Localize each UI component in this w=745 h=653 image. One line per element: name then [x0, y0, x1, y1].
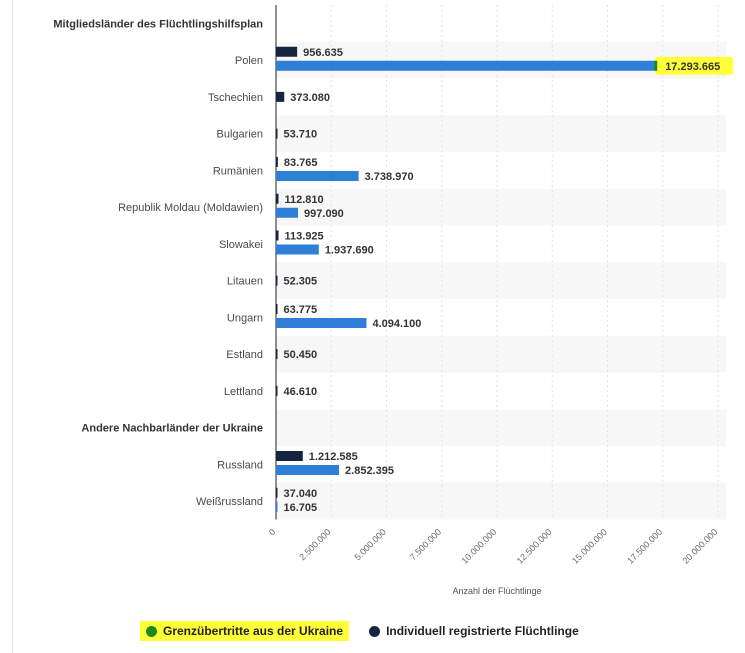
x-axis-title: Anzahl der Flüchtlinge — [452, 586, 541, 596]
legend-marker-registered — [369, 625, 381, 637]
value-label-registered: 956.635 — [303, 47, 343, 59]
value-label-crossings: 17.293.665 — [665, 61, 720, 73]
value-label-registered: 50.450 — [284, 349, 318, 361]
group-label: Andere Nachbarländer der Ukraine — [81, 423, 263, 435]
bar-registered — [276, 230, 279, 241]
row-band — [276, 188, 726, 226]
category-label: Polen — [235, 55, 263, 67]
tick-label: 15.000.000 — [570, 527, 609, 566]
row-band — [276, 262, 726, 299]
tick-label: 17.500.000 — [625, 527, 664, 566]
legend-label-registered: Individuell registrierte Flüchtlinge — [386, 624, 579, 638]
category-label: Lettland — [224, 386, 263, 398]
tick-label: 0 — [267, 527, 278, 538]
tick-label: 7.500.000 — [408, 527, 443, 562]
value-label-registered: 83.765 — [284, 157, 318, 169]
value-label-registered: 63.775 — [284, 304, 318, 316]
category-label: Republik Moldau (Moldawien) — [118, 202, 263, 214]
frame-border — [12, 0, 13, 653]
category-label: Russland — [217, 459, 263, 471]
legend-item-registered[interactable]: Individuell registrierte Flüchtlinge — [363, 621, 585, 641]
legend: Grenzübertritte aus der Ukraine Individu… — [140, 615, 585, 647]
category-label: Ungarn — [227, 312, 263, 324]
value-highlight — [655, 56, 734, 75]
legend-item-crossings[interactable]: Grenzübertritte aus der Ukraine — [140, 621, 350, 641]
bar-registered — [276, 304, 278, 314]
value-label-registered: 373.080 — [290, 92, 330, 104]
category-label: Litauen — [227, 276, 263, 288]
bar-registered — [276, 128, 278, 139]
tick-label: 20.000.000 — [680, 527, 719, 566]
category-label: Rumänien — [213, 165, 263, 177]
value-label-registered: 1.212.585 — [309, 451, 358, 463]
bar-registered — [276, 385, 278, 396]
bar-crossings — [276, 318, 367, 328]
bar-registered — [276, 91, 285, 102]
value-label-crossings: 2.852.395 — [345, 465, 394, 477]
bar-crossings — [276, 501, 278, 512]
row-band — [276, 409, 726, 446]
bar-registered — [276, 451, 303, 461]
category-label: Tschechien — [208, 92, 263, 104]
row-band — [276, 41, 726, 79]
bar-registered — [276, 275, 278, 286]
bar-registered — [276, 157, 278, 167]
bar-crossings — [276, 465, 340, 475]
category-label: Slowakei — [219, 239, 263, 251]
value-label-crossings: 3.738.970 — [365, 171, 414, 183]
tick-label: 2.500.000 — [297, 527, 332, 562]
category-label: Weißrussland — [196, 496, 263, 508]
tick-label: 5.000.000 — [353, 527, 388, 562]
bar-registered — [276, 487, 278, 498]
value-label-registered: 112.810 — [284, 194, 323, 206]
value-label-registered: 113.925 — [285, 231, 324, 243]
value-label-registered: 53.710 — [284, 129, 318, 141]
legend-marker-crossings — [146, 625, 157, 637]
row-band — [276, 115, 726, 152]
value-label-registered: 52.305 — [284, 276, 318, 288]
bar-crossings — [276, 244, 319, 255]
bar-registered — [276, 46, 298, 57]
bar-registered — [276, 349, 278, 360]
refugee-bar-chart: Mitgliedsländer des Flüchtlingshilfsplan… — [53, 5, 734, 596]
value-label-crossings: 4.094.100 — [372, 318, 421, 330]
legend-label-crossings: Grenzübertritte aus der Ukraine — [163, 624, 344, 638]
row-band — [276, 482, 726, 520]
value-label-registered: 46.610 — [284, 386, 318, 398]
category-label: Bulgarien — [217, 129, 263, 141]
row-band — [276, 335, 726, 373]
bar-end-marker — [654, 60, 658, 71]
value-label-crossings: 16.705 — [284, 502, 318, 514]
tick-label: 10.000.000 — [459, 527, 498, 566]
value-label-registered: 37.040 — [284, 488, 318, 500]
bar-crossings — [276, 171, 359, 181]
category-label: Estland — [226, 349, 263, 361]
bar-registered — [276, 193, 279, 204]
tick-label: 12.500.000 — [515, 527, 554, 566]
value-label-crossings: 1.937.690 — [325, 245, 374, 257]
bar-crossings — [276, 60, 659, 71]
bar-crossings — [276, 207, 299, 218]
value-label-crossings: 997.090 — [304, 208, 344, 220]
group-label: Mitgliedsländer des Flüchtlingshilfsplan — [53, 18, 263, 30]
